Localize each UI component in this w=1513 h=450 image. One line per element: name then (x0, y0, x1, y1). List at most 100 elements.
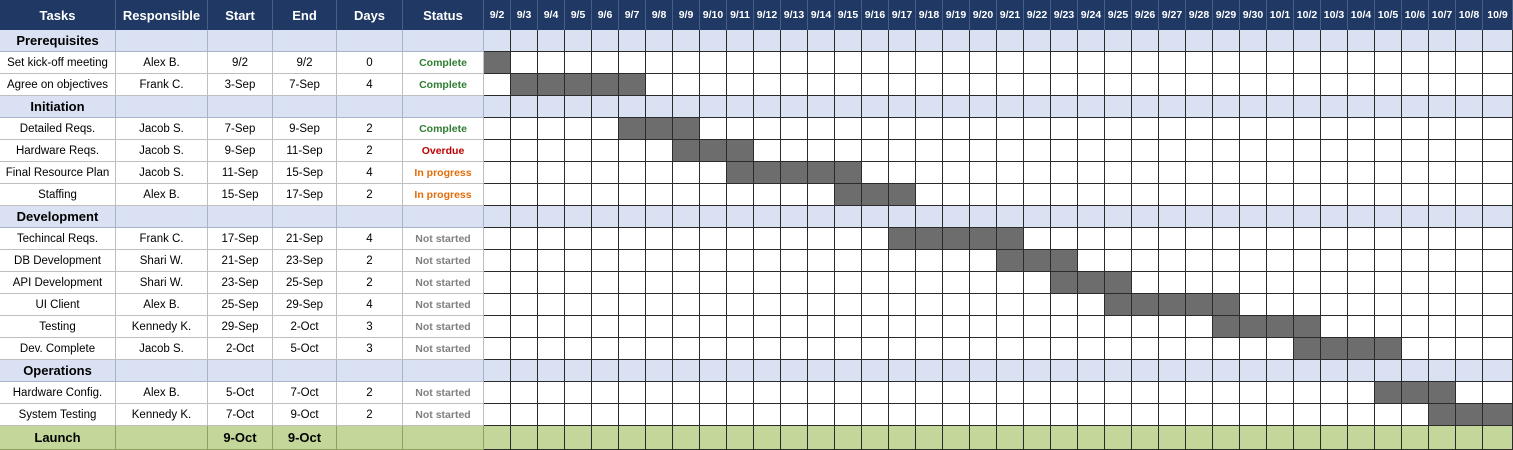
gantt-cell (1375, 272, 1402, 294)
gantt-bar (1213, 294, 1240, 316)
gantt-cell (1078, 74, 1105, 96)
gantt-cell (1105, 250, 1132, 272)
gantt-cell (1159, 140, 1186, 162)
gantt-phase-cell (1024, 30, 1051, 52)
gantt-cell (862, 294, 889, 316)
gantt-cell (538, 382, 565, 404)
gantt-cell (727, 228, 754, 250)
gantt-cell (1051, 118, 1078, 140)
gantt-launch-cell (727, 426, 754, 450)
gantt-phase-cell (1375, 30, 1402, 52)
gantt-cell (511, 382, 538, 404)
gantt-cell (1213, 404, 1240, 426)
timeline-date-header: 9/29 (1213, 0, 1240, 30)
phase-row-cell (116, 30, 208, 52)
gantt-phase-cell (673, 360, 700, 382)
gantt-phase-cell (835, 96, 862, 118)
gantt-cell (1267, 74, 1294, 96)
launch-row-cell (403, 426, 484, 450)
gantt-cell (1348, 228, 1375, 250)
gantt-cell (754, 52, 781, 74)
task-responsible: Frank C. (116, 74, 208, 96)
timeline-date-header: 9/25 (1105, 0, 1132, 30)
gantt-cell (1240, 382, 1267, 404)
gantt-cell (1051, 294, 1078, 316)
gantt-cell (997, 338, 1024, 360)
gantt-cell (727, 184, 754, 206)
gantt-cell (1267, 52, 1294, 74)
gantt-phase-cell (1321, 96, 1348, 118)
gantt-cell (565, 228, 592, 250)
gantt-cell (592, 228, 619, 250)
gantt-bar (1105, 294, 1132, 316)
gantt-cell (754, 228, 781, 250)
gantt-cell (1294, 162, 1321, 184)
gantt-phase-cell (835, 30, 862, 52)
gantt-cell (943, 140, 970, 162)
gantt-cell (1213, 74, 1240, 96)
gantt-phase-cell (619, 30, 646, 52)
gantt-bar (1348, 338, 1375, 360)
gantt-cell (1186, 52, 1213, 74)
timeline-date-header: 9/17 (889, 0, 916, 30)
gantt-cell (646, 272, 673, 294)
gantt-cell (484, 74, 511, 96)
gantt-phase-cell (565, 30, 592, 52)
gantt-launch-cell (1024, 426, 1051, 450)
gantt-cell (754, 184, 781, 206)
gantt-phase-cell (538, 30, 565, 52)
gantt-cell (619, 382, 646, 404)
gantt-phase-cell (646, 206, 673, 228)
gantt-phase-cell (1294, 360, 1321, 382)
gantt-cell (1213, 382, 1240, 404)
gantt-phase-cell (646, 360, 673, 382)
gantt-cell (781, 272, 808, 294)
gantt-bar (1456, 404, 1483, 426)
gantt-cell (619, 52, 646, 74)
gantt-phase-cell (862, 30, 889, 52)
gantt-phase-cell (889, 96, 916, 118)
task-name: Staffing (0, 184, 116, 206)
gantt-cell (1078, 228, 1105, 250)
gantt-launch-cell (1456, 426, 1483, 450)
gantt-phase-cell (700, 96, 727, 118)
gantt-cell (727, 404, 754, 426)
gantt-cell (727, 250, 754, 272)
task-days: 2 (337, 140, 403, 162)
gantt-phase-cell (808, 30, 835, 52)
gantt-cell (1186, 228, 1213, 250)
gantt-cell (1456, 272, 1483, 294)
gantt-phase-cell (565, 360, 592, 382)
timeline-date-header: 10/3 (1321, 0, 1348, 30)
gantt-phase-cell (1402, 360, 1429, 382)
gantt-cell (835, 118, 862, 140)
gantt-phase-cell (1402, 96, 1429, 118)
gantt-cell (1456, 316, 1483, 338)
gantt-cell (970, 338, 997, 360)
gantt-phase-cell (835, 360, 862, 382)
task-name: Dev. Complete (0, 338, 116, 360)
gantt-phase-cell (1213, 206, 1240, 228)
task-responsible: Jacob S. (116, 162, 208, 184)
task-end: 9-Sep (273, 118, 337, 140)
gantt-cell (700, 272, 727, 294)
gantt-cell (808, 52, 835, 74)
gantt-cell (943, 338, 970, 360)
gantt-bar (565, 74, 592, 96)
gantt-cell (1078, 294, 1105, 316)
gantt-cell (808, 404, 835, 426)
gantt-cell (943, 52, 970, 74)
gantt-cell (484, 228, 511, 250)
gantt-cell (1132, 272, 1159, 294)
task-start: 3-Sep (208, 74, 273, 96)
task-start: 21-Sep (208, 250, 273, 272)
gantt-cell (538, 52, 565, 74)
gantt-cell (943, 162, 970, 184)
gantt-phase-cell (727, 360, 754, 382)
gantt-phase-cell (1159, 96, 1186, 118)
status-badge: Overdue (403, 140, 484, 162)
gantt-launch-cell (1294, 426, 1321, 450)
gantt-cell (1375, 316, 1402, 338)
task-name: System Testing (0, 404, 116, 426)
gantt-phase-cell (862, 360, 889, 382)
